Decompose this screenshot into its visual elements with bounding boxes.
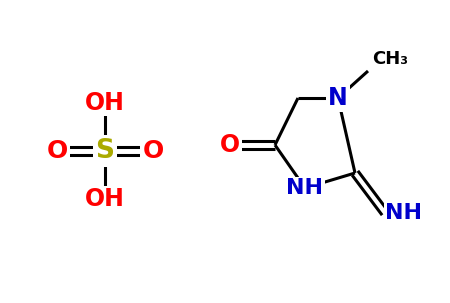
Text: NH: NH [385, 203, 422, 223]
Text: CH₃: CH₃ [372, 50, 408, 68]
Text: O: O [142, 139, 164, 163]
Text: O: O [46, 139, 68, 163]
Text: OH: OH [85, 187, 125, 211]
Text: S: S [95, 138, 114, 164]
Text: N: N [328, 86, 348, 110]
Text: OH: OH [85, 91, 125, 115]
Text: NH: NH [287, 178, 324, 198]
Text: O: O [220, 133, 240, 157]
